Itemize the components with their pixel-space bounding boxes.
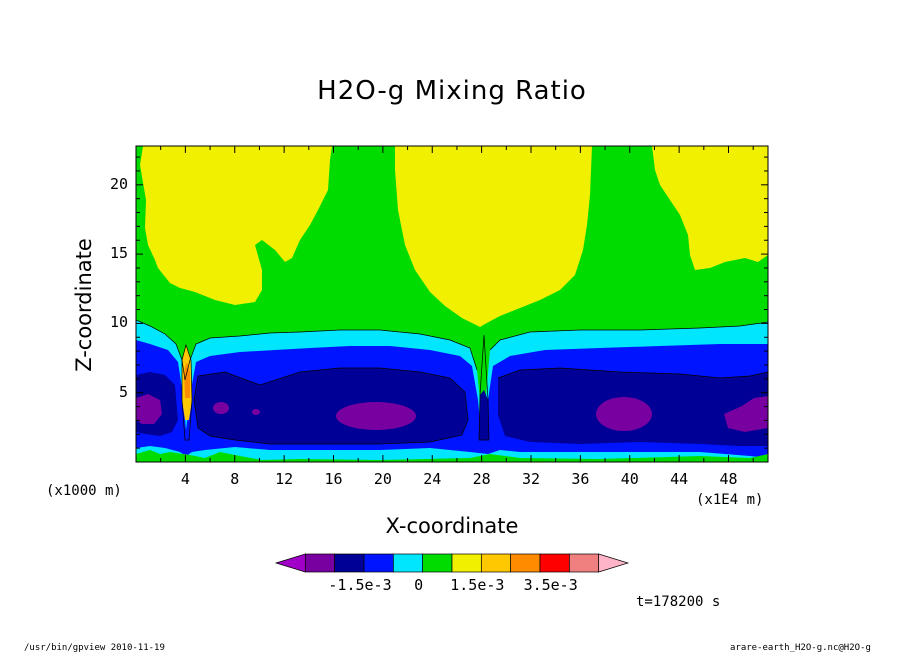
colorbar-swatch [539,553,570,573]
x-tick-label: 40 [620,470,639,488]
x-tick-label: 48 [719,470,738,488]
colorbar-swatch [568,553,600,573]
x-tick-label: 12 [275,470,294,488]
x-tick-label: 28 [472,470,491,488]
x-tick-label: 32 [521,470,541,488]
contour-yellow-right [652,146,768,270]
y-tick-label: 10 [109,313,128,332]
contour-line-1 [136,319,478,381]
x-unit-note: (x1000 m) [46,483,122,499]
purple-core-right-edge [724,396,768,432]
purple-spot-small-1 [213,402,229,414]
contour-line-6 [478,334,490,441]
purple-core-2 [596,397,652,431]
contour-line-2 [489,321,768,351]
colorbar-label: 1.5e-3 [450,576,505,594]
time-label: t=178200 s [636,594,721,610]
purple-spot-small-2 [252,409,260,415]
colorbar-swatch [363,553,394,573]
plume-center [479,390,489,440]
x-tick-label: 24 [423,470,442,488]
colorbar-swatch [451,553,482,573]
contour-darkblue-core-1 [194,368,468,444]
colorbar-swatch [334,553,365,573]
colorbar-label: 0 [414,576,424,594]
colorbar-label: -1.5e-3 [328,576,392,594]
footer-right: arare-earth_H2O-g.nc@H2O-g [730,643,871,653]
colorbar-swatch [392,553,424,573]
colorbar [274,553,630,573]
x-tick-label: 36 [571,470,590,488]
contour-yellow-center [395,146,592,327]
colorbar-swatch [510,553,541,573]
x-axis-label: X-coordinate [385,514,519,538]
x-tick-label: 44 [670,470,689,488]
contour-line-4 [497,367,768,379]
tick-marks [136,146,768,462]
x-tick-label: 4 [180,470,190,488]
contour-bottom-strip [136,450,768,462]
x-tick-label: 20 [373,470,392,488]
colorbar-swatch [480,553,512,573]
colorbar-label: 3.5e-3 [523,576,578,594]
colorbar-swatch [598,553,630,573]
colorbar-swatch [304,553,336,573]
contour-field [136,146,768,462]
contour-line-3 [193,367,469,445]
y-tick-label: 20 [109,174,128,193]
purple-core-left-edge [136,394,162,424]
y-tick-label: 5 [118,382,128,401]
footer-left: /usr/bin/gpview 2010-11-19 [24,643,165,653]
plot-frame [135,145,769,463]
colorbar-swatch [274,553,306,573]
colorbar-swatch [422,553,453,573]
x-tick-label: 16 [324,470,343,488]
y-tick-label: 15 [109,244,128,263]
x-tick-label: 8 [230,470,240,488]
contour-yellow-left [136,146,332,305]
contour-lines [136,319,768,445]
chart-title: H2O-g Mixing Ratio [317,76,587,106]
x-scale-note: (x1E4 m) [696,492,764,508]
purple-core-1 [336,402,416,430]
plume-left-core [184,362,190,398]
contour-line-5 [181,343,193,441]
